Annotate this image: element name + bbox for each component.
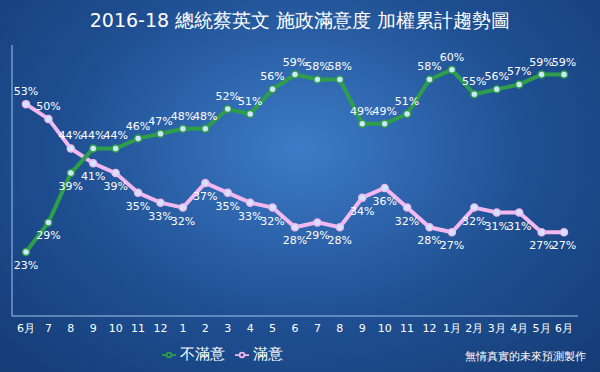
html-text:滿意: 滿意 (252, 345, 283, 363)
svg-text:3: 3 (224, 322, 231, 335)
svg-text:48%: 48% (193, 110, 217, 123)
svg-text:3月: 3月 (488, 322, 506, 335)
svg-text:6月: 6月 (555, 322, 573, 335)
svg-text:41%: 41% (81, 170, 105, 183)
svg-text:51%: 51% (395, 95, 419, 108)
svg-text:58%: 58% (328, 60, 352, 73)
svg-text:27%: 27% (529, 239, 553, 252)
svg-text:28%: 28% (328, 234, 352, 247)
svg-text:59%: 59% (283, 56, 307, 69)
svg-text:8: 8 (336, 322, 343, 335)
svg-text:10: 10 (378, 322, 392, 335)
svg-text:4月: 4月 (510, 322, 528, 335)
svg-text:28%: 28% (283, 234, 307, 247)
svg-text:32%: 32% (395, 215, 419, 228)
svg-text:52%: 52% (216, 90, 240, 103)
svg-text:27%: 27% (552, 239, 576, 252)
svg-text:44%: 44% (81, 129, 105, 142)
svg-text:49%: 49% (372, 105, 396, 118)
svg-text:33%: 33% (238, 210, 262, 223)
svg-text:32%: 32% (260, 215, 284, 228)
svg-text:12: 12 (423, 322, 437, 335)
svg-text:29%: 29% (36, 229, 60, 242)
svg-text:34%: 34% (350, 205, 374, 218)
svg-text:27%: 27% (440, 239, 464, 252)
svg-text:10: 10 (109, 322, 123, 335)
svg-text:59%: 59% (529, 56, 553, 69)
svg-text:4: 4 (247, 322, 254, 335)
svg-text:49%: 49% (350, 105, 374, 118)
svg-text:11: 11 (400, 322, 414, 335)
html-text:2016-18 總統蔡英文 施政滿意度 加權累計趨勢圖: 2016-18 總統蔡英文 施政滿意度 加權累計趨勢圖 (89, 9, 511, 31)
svg-text:5月: 5月 (533, 322, 551, 335)
svg-text:51%: 51% (238, 95, 262, 108)
svg-text:1: 1 (179, 322, 186, 335)
svg-text:11: 11 (131, 322, 145, 335)
svg-text:32%: 32% (171, 215, 195, 228)
svg-text:36%: 36% (372, 195, 396, 208)
svg-text:31%: 31% (507, 220, 531, 233)
svg-text:55%: 55% (462, 75, 486, 88)
svg-text:47%: 47% (148, 115, 172, 128)
svg-text:53%: 53% (14, 85, 38, 98)
svg-text:39%: 39% (59, 180, 83, 193)
svg-text:57%: 57% (507, 65, 531, 78)
svg-text:9: 9 (90, 322, 97, 335)
html-text:無情真實的未來預測製作: 無情真實的未來預測製作 (465, 350, 586, 363)
svg-text:7: 7 (314, 322, 321, 335)
svg-text:35%: 35% (216, 200, 240, 213)
html-text:不滿意: 不滿意 (179, 345, 225, 363)
svg-text:59%: 59% (552, 56, 576, 69)
svg-text:58%: 58% (305, 60, 329, 73)
svg-text:60%: 60% (440, 51, 464, 64)
svg-text:2: 2 (202, 322, 209, 335)
svg-text:32%: 32% (462, 215, 486, 228)
svg-text:44%: 44% (103, 129, 127, 142)
svg-text:28%: 28% (417, 234, 441, 247)
svg-text:29%: 29% (305, 229, 329, 242)
svg-text:8: 8 (67, 322, 74, 335)
svg-text:9: 9 (359, 322, 366, 335)
svg-text:23%: 23% (14, 259, 38, 272)
svg-text:12: 12 (154, 322, 168, 335)
svg-text:58%: 58% (417, 60, 441, 73)
svg-text:46%: 46% (126, 120, 150, 133)
svg-text:2月: 2月 (465, 322, 483, 335)
svg-text:44%: 44% (59, 129, 83, 142)
svg-text:39%: 39% (103, 180, 127, 193)
svg-text:50%: 50% (36, 100, 60, 113)
svg-text:33%: 33% (148, 210, 172, 223)
svg-text:5: 5 (269, 322, 276, 335)
svg-text:7: 7 (45, 322, 52, 335)
svg-text:6: 6 (292, 322, 299, 335)
svg-text:56%: 56% (485, 70, 509, 83)
svg-text:31%: 31% (485, 220, 509, 233)
svg-text:35%: 35% (126, 200, 150, 213)
svg-text:1月: 1月 (443, 322, 461, 335)
svg-text:6月: 6月 (17, 322, 35, 335)
svg-text:56%: 56% (260, 70, 284, 83)
svg-text:37%: 37% (193, 190, 217, 203)
svg-text:48%: 48% (171, 110, 195, 123)
